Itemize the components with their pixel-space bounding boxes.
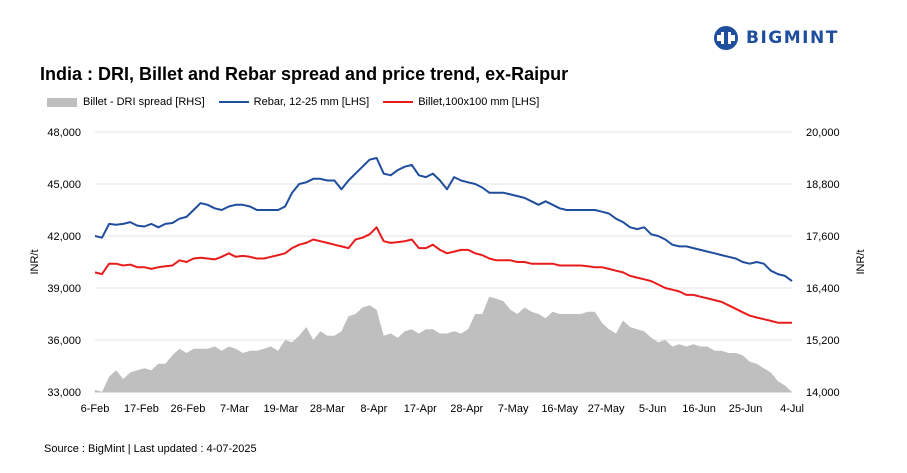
x-tick-label: 28-Mar: [310, 403, 345, 415]
series-line-billet: [94, 226, 792, 324]
chart-title: India : DRI, Billet and Rebar spread and…: [40, 64, 569, 84]
legend-label-rebar: Rebar, 12-25 mm [LHS]: [253, 96, 370, 108]
y-tick-left: 45,000: [47, 179, 81, 191]
x-tick-label: 19-Mar: [263, 403, 298, 415]
x-tick-label: 17-Apr: [404, 403, 437, 415]
y-tick-right: 14,000: [806, 387, 840, 399]
x-tick-label: 8-Apr: [360, 403, 387, 415]
x-tick-label: 6-Feb: [81, 403, 110, 415]
source-note: Source : BigMint | Last updated : 4-07-2…: [44, 443, 257, 455]
x-tick-label: 7-Mar: [220, 403, 249, 415]
bigmint-logo-icon: [714, 26, 738, 50]
y-tick-right: 16,400: [806, 283, 840, 295]
series-line-rebar: [94, 157, 793, 282]
y-tick-right: 15,200: [806, 335, 840, 347]
legend-label-spread: Billet - DRI spread [RHS]: [83, 96, 205, 108]
legend-swatch-billet: [383, 101, 414, 103]
y-axis-label-left: INR/t: [29, 249, 41, 274]
legend-swatch-spread: [47, 97, 77, 107]
y-tick-left: 36,000: [47, 335, 81, 347]
x-tick-label: 26-Feb: [171, 403, 206, 415]
x-tick-label: 5-Jun: [639, 403, 667, 415]
y-tick-left: 42,000: [47, 231, 81, 243]
x-tick-label: 7-May: [498, 403, 529, 415]
legend-item-spread: Billet - DRI spread [RHS]: [47, 96, 205, 108]
legend-swatch-rebar: [218, 101, 249, 103]
y-tick-left: 39,000: [47, 283, 81, 295]
x-tick-label: 16-Jun: [682, 403, 716, 415]
y-tick-right: 17,600: [806, 231, 840, 243]
x-tick-label: 17-Feb: [124, 403, 159, 415]
legend-item-billet: Billet,100x100 mm [LHS]: [383, 96, 539, 108]
x-tick-label: 16-May: [541, 403, 578, 415]
y-tick-right: 18,800: [806, 179, 840, 191]
x-tick-label: 4-Jul: [780, 403, 804, 415]
x-tick-label: 27-May: [588, 403, 625, 415]
legend-item-rebar: Rebar, 12-25 mm [LHS]: [218, 96, 370, 108]
y-tick-right: 20,000: [806, 127, 840, 139]
brand-name: BIGMINT: [746, 28, 839, 48]
legend-label-billet: Billet,100x100 mm [LHS]: [418, 96, 540, 108]
y-tick-left: 33,000: [47, 387, 81, 399]
bigmint-logo: BIGMINT: [712, 24, 839, 52]
chart-legend: Billet - DRI spread [RHS] Rebar, 12-25 m…: [47, 96, 553, 108]
series-area-spread: [95, 296, 792, 392]
y-axis-label-right: INR/t: [855, 249, 867, 274]
x-tick-label: 25-Jun: [729, 403, 763, 415]
x-tick-label: 28-Apr: [450, 403, 483, 415]
y-tick-left: 48,000: [47, 127, 81, 139]
